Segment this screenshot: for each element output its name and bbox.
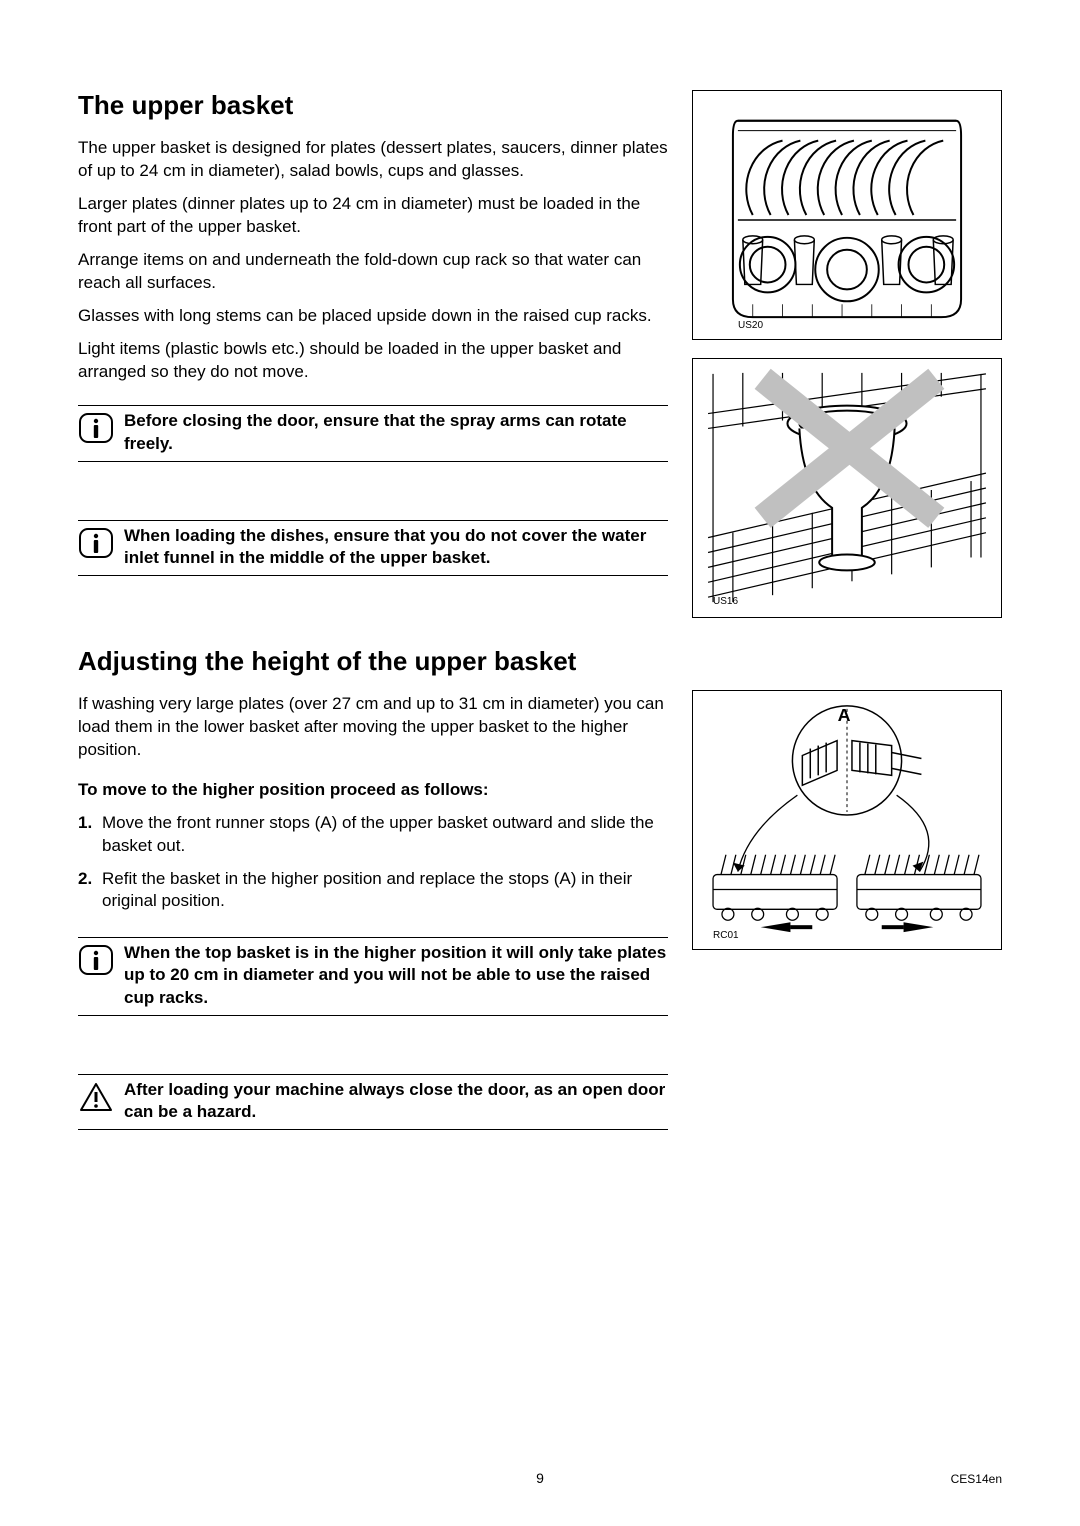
p3: Arrange items on and underneath the fold… — [78, 249, 668, 295]
info2-text: When loading the dishes, ensure that you… — [124, 525, 668, 569]
marker-a: A — [838, 705, 851, 725]
page-number: 9 — [536, 1470, 544, 1486]
info-icon — [78, 944, 114, 976]
info-box-1: Before closing the door, ensure that the… — [78, 405, 668, 461]
info-icon — [78, 527, 114, 559]
section2: Adjusting the height of the upper basket… — [78, 646, 668, 1130]
p1: The upper basket is designed for plates … — [78, 137, 668, 183]
warn-text: After loading your machine always close … — [124, 1079, 668, 1123]
bold-instruction: To move to the higher position proceed a… — [78, 780, 668, 800]
info-icon — [78, 412, 114, 444]
spacer — [692, 636, 1002, 690]
figure-funnel-blocked: US16 — [692, 358, 1002, 618]
step2-text: Refit the basket in the higher position … — [102, 869, 632, 911]
info-box-2: When loading the dishes, ensure that you… — [78, 520, 668, 576]
info1-text: Before closing the door, ensure that the… — [124, 410, 668, 454]
p4: Glasses with long stems can be placed up… — [78, 305, 668, 328]
section2-heading: Adjusting the height of the upper basket — [78, 646, 668, 677]
left-column: The upper basket The upper basket is des… — [78, 90, 668, 1130]
fig1-label: US20 — [738, 320, 763, 331]
figure-upper-basket: US20 — [692, 90, 1002, 340]
step1-text: Move the front runner stops (A) of the u… — [102, 813, 654, 855]
figure-runner-stops: A — [692, 690, 1002, 950]
warning-box: After loading your machine always close … — [78, 1074, 668, 1130]
info-box-3: When the top basket is in the higher pos… — [78, 937, 668, 1015]
step-1: 1.Move the front runner stops (A) of the… — [78, 812, 668, 858]
warning-icon — [78, 1081, 114, 1113]
p2: Larger plates (dinner plates up to 24 cm… — [78, 193, 668, 239]
p5: Light items (plastic bowls etc.) should … — [78, 338, 668, 384]
doc-id: CES14en — [951, 1472, 1002, 1486]
info3-text: When the top basket is in the higher pos… — [124, 942, 668, 1008]
step-2: 2.Refit the basket in the higher positio… — [78, 868, 668, 914]
page-content: The upper basket The upper basket is des… — [0, 0, 1080, 1130]
steps-list: 1.Move the front runner stops (A) of the… — [78, 812, 668, 914]
right-column: US20 — [692, 90, 1002, 1130]
fig2-label: US16 — [713, 596, 738, 607]
section1-heading: The upper basket — [78, 90, 668, 121]
s2-intro: If washing very large plates (over 27 cm… — [78, 693, 668, 762]
fig3-label: RC01 — [713, 930, 739, 941]
